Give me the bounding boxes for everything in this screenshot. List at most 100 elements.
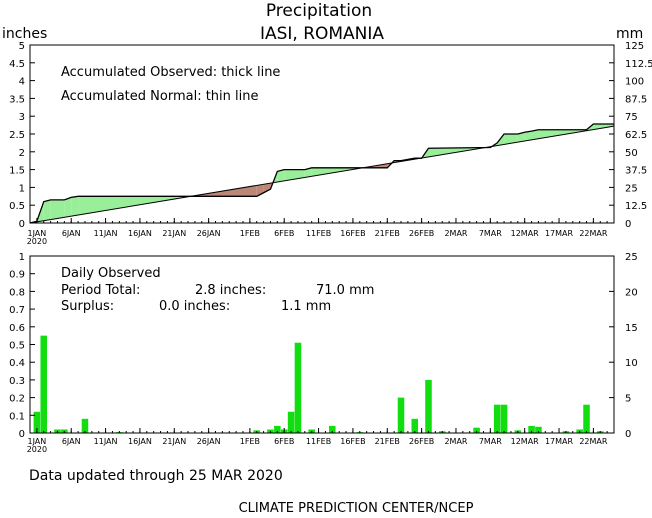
data-updated-note: Data updated through 25 MAR 2020	[29, 468, 283, 484]
x-tick-year-label: 2020	[27, 445, 47, 454]
y-tick-label-left: 3	[19, 112, 25, 123]
x-tick-label: 21JAN	[162, 437, 186, 446]
x-tick-label: 21FEB	[375, 229, 400, 238]
daily-bar	[411, 418, 419, 433]
y-tick-label-left: 0	[19, 219, 25, 230]
top-ylabel-left: inches	[2, 26, 47, 42]
annotation-normal: Accumulated Normal: thin line	[61, 89, 259, 104]
daily-bar	[425, 379, 432, 433]
x-tick-label: 26FEB	[409, 437, 434, 446]
y-tick-label-left: 0.7	[9, 305, 25, 316]
daily-bar	[33, 411, 41, 433]
y-tick-label-right: 37.5	[625, 166, 647, 177]
surplus-inches: 0.0 inches:	[159, 299, 230, 314]
y-tick-label-right: 25	[625, 252, 638, 263]
daily-bar	[583, 404, 590, 433]
observed-line	[29, 123, 614, 224]
x-tick-label: 16JAN	[128, 437, 152, 446]
credit-footer: CLIMATE PREDICTION CENTER/NCEP	[239, 501, 474, 516]
y-tick-label-right: 75	[625, 112, 638, 123]
x-tick-label: 2MAR	[444, 437, 467, 446]
daily-plot: 00.10.20.30.40.50.60.70.80.9105101520251…	[9, 252, 638, 454]
accumulated-fill	[64, 197, 72, 218]
surplus-mm: 1.1 mm	[281, 299, 331, 314]
x-tick-label: 7MAR	[479, 437, 502, 446]
x-tick-label: 6JAN	[62, 229, 81, 238]
accumulated-fill	[43, 199, 51, 221]
y-tick-label-right: 112.5	[625, 59, 652, 70]
accumulated-fill	[50, 199, 65, 220]
accumulated-fill	[524, 131, 532, 141]
daily-bar	[473, 427, 480, 433]
y-tick-label-right: 20	[625, 287, 638, 298]
x-tick-label: 17MAR	[545, 437, 574, 446]
y-tick-label-left: 5	[19, 41, 25, 52]
x-tick-label: 21JAN	[162, 229, 186, 238]
y-tick-label-left: 0.2	[9, 394, 25, 405]
normal-line	[29, 125, 615, 224]
accumulated-fill	[304, 167, 312, 178]
x-tick-label: 26FEB	[409, 229, 434, 238]
annotation-observed: Accumulated Observed: thick line	[61, 65, 280, 80]
x-tick-label: 6FEB	[274, 437, 294, 446]
x-tick-label: 12MAR	[511, 229, 540, 238]
y-tick-label-right: 125	[625, 41, 644, 52]
x-tick-label: 21FEB	[375, 437, 400, 446]
y-tick-label-right: 0	[625, 429, 631, 440]
period-total-mm: 71.0 mm	[316, 283, 374, 298]
daily-bar	[528, 425, 535, 433]
accumulated-fill	[531, 129, 539, 140]
y-tick-label-left: 0.6	[9, 323, 25, 334]
y-tick-label-left: 0.9	[9, 270, 25, 281]
accumulated-fill	[504, 134, 518, 145]
surplus-label: Surplus:	[61, 299, 114, 314]
daily-bar	[40, 335, 48, 433]
y-tick-label-right: 5	[625, 394, 631, 405]
x-tick-label: 16FEB	[340, 229, 365, 238]
y-tick-label-right: 50	[625, 148, 638, 159]
x-tick-label: 6FEB	[274, 229, 294, 238]
x-tick-label: 11FEB	[306, 437, 331, 446]
x-tick-label: 1JAN	[27, 229, 46, 238]
y-tick-label-left: 0.5	[9, 341, 25, 352]
daily-bar	[535, 426, 542, 433]
daily-bar	[500, 404, 508, 433]
y-tick-label-right: 87.5	[625, 94, 647, 105]
x-tick-label: 22MAR	[579, 229, 608, 238]
x-tick-year-label: 2020	[27, 237, 47, 246]
x-tick-label: 16JAN	[128, 229, 152, 238]
x-tick-label: 11FEB	[306, 229, 331, 238]
accumulated-fill	[277, 169, 285, 182]
y-tick-label-left: 1	[19, 183, 25, 194]
x-tick-label: 1JAN	[27, 437, 46, 446]
accumulated-plot: 00.511.522.533.544.55012.52537.55062.575…	[9, 41, 652, 246]
y-tick-label-right: 100	[625, 77, 644, 88]
chart-subtitle: IASI, ROMANIA	[260, 24, 384, 44]
x-tick-label: 16FEB	[340, 437, 365, 446]
accumulated-fill	[593, 124, 614, 130]
y-tick-label-left: 4	[19, 77, 25, 88]
period-total-inches: 2.8 inches:	[195, 283, 266, 298]
accumulated-fill	[71, 196, 79, 217]
period-total-label: Period Total:	[61, 283, 140, 298]
x-tick-label: 11JAN	[94, 437, 118, 446]
accumulated-fill	[517, 132, 525, 143]
x-tick-label: 26JAN	[197, 437, 221, 446]
x-tick-label: 12MAR	[511, 437, 540, 446]
daily-bar	[287, 411, 295, 433]
daily-bar	[81, 418, 89, 433]
y-tick-label-left: 0.4	[9, 358, 25, 369]
daily-bar	[274, 425, 281, 433]
daily-bar	[493, 404, 501, 433]
y-tick-label-left: 2	[19, 148, 25, 159]
y-tick-label-right: 10	[625, 358, 638, 369]
y-tick-label-left: 1.5	[9, 166, 25, 177]
y-tick-label-right: 0	[625, 219, 631, 230]
y-tick-label-left: 0	[19, 429, 25, 440]
y-tick-label-left: 0.1	[9, 411, 25, 422]
y-tick-label-right: 15	[625, 323, 638, 334]
x-tick-label: 7MAR	[479, 229, 502, 238]
daily-bar	[294, 342, 302, 433]
x-tick-label: 17MAR	[545, 229, 574, 238]
